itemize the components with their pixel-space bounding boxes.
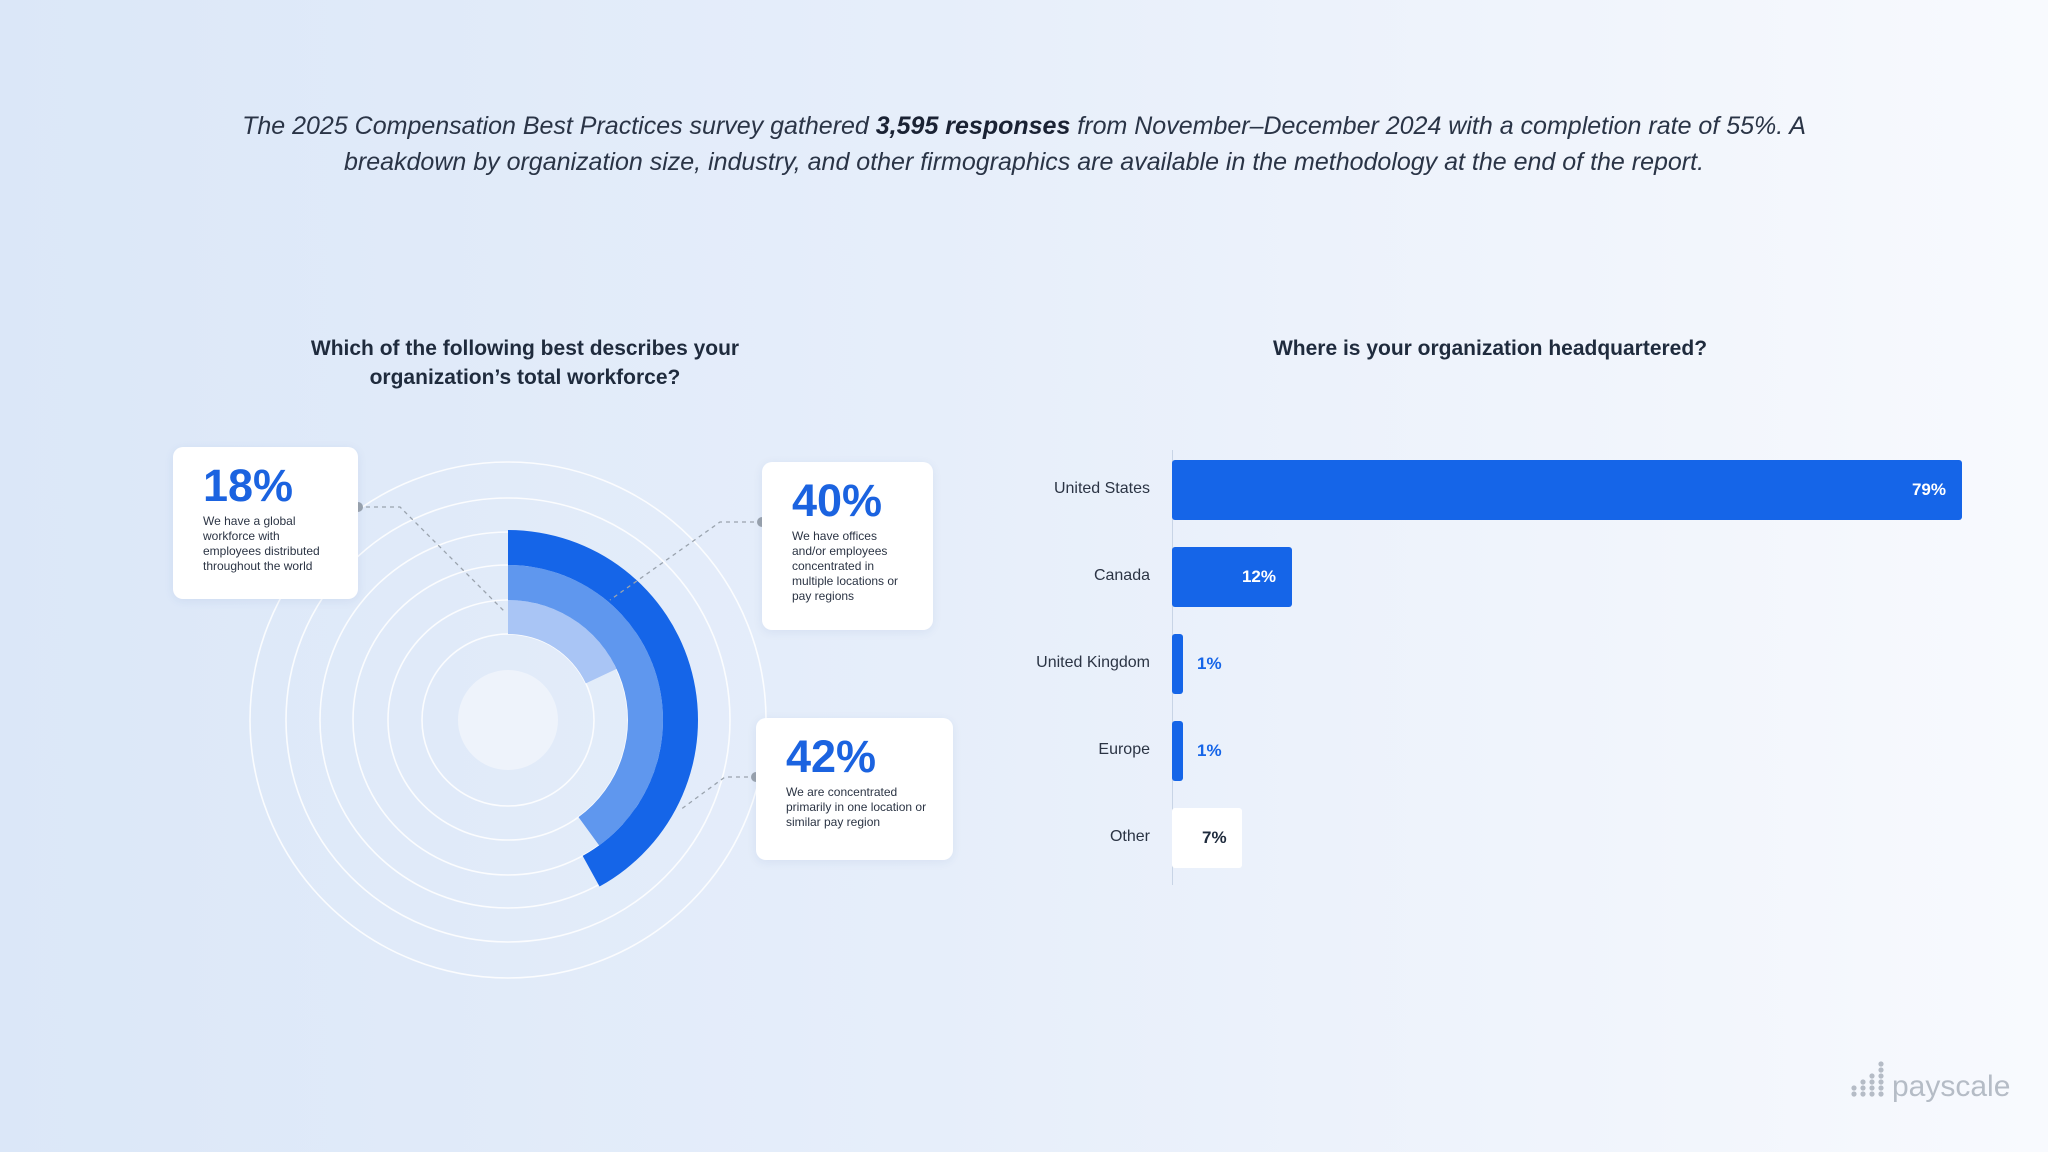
bar-value-label: 1%: [1197, 741, 1222, 760]
callout-multiple-locations: 40% We have offices and/or employees con…: [762, 462, 933, 630]
workforce-question-title: Which of the following best describes yo…: [310, 337, 740, 389]
intro-text-start: The 2025 Compensation Best Practices sur…: [242, 112, 876, 140]
callout-multiple-value: 40%: [792, 475, 883, 526]
center-circle: [458, 670, 558, 770]
bar-category-label: Canada: [1093, 567, 1150, 584]
radial-bar-2: [508, 530, 698, 887]
connector-line-2: [679, 776, 756, 811]
intro-paragraph: The 2025 Compensation Best Practices sur…: [230, 108, 1818, 180]
logo-dot: [1878, 1085, 1884, 1091]
intro-responses-count: 3,595 responses: [875, 112, 1071, 140]
logo-dot: [1869, 1079, 1875, 1085]
callout-global-text: We have a global workforce with employee…: [203, 514, 320, 573]
logo-dot: [1869, 1073, 1875, 1079]
logo-dot: [1878, 1073, 1884, 1079]
bar-category-label: Europe: [1098, 741, 1150, 758]
bar-value-label: 1%: [1197, 654, 1222, 673]
bar-canada: [1172, 547, 1292, 607]
callout-one-location: 42% We are concentrated primarily in one…: [756, 718, 953, 860]
logo-dot: [1851, 1085, 1857, 1091]
bar-other: [1172, 808, 1242, 868]
headquarters-bar-chart: United States 79% Canada 12% United Kingdom 1…: [1000, 430, 2000, 900]
bar-category-label: Other: [1109, 828, 1150, 845]
logo-dot: [1860, 1091, 1866, 1097]
callout-global: 18% We have a global workforce with empl…: [173, 447, 358, 599]
logo-dot: [1860, 1085, 1866, 1091]
payscale-logo-text: payscale: [1892, 1070, 2011, 1103]
bar-value-label: 12%: [1241, 567, 1276, 586]
callout-one-value: 42%: [786, 731, 877, 782]
logo-dot: [1869, 1085, 1875, 1091]
logo-dot: [1860, 1079, 1866, 1085]
background-ring-1: [285, 497, 731, 943]
bar-united-states: [1172, 460, 1962, 520]
logo-dot: [1851, 1091, 1857, 1097]
connector-line-0: [358, 506, 506, 613]
intro-text-end: from November–December 2024 with a compl…: [343, 112, 1806, 176]
connector-line-1: [609, 521, 762, 601]
logo-dot: [1878, 1061, 1884, 1067]
workforce-radial-chart: [249, 461, 767, 979]
bar-europe: [1172, 721, 1183, 781]
payscale-logo-icon: [1851, 1061, 1884, 1097]
bar-value-label: 7%: [1202, 828, 1227, 847]
bar-category-label: United States: [1053, 480, 1150, 497]
bar-united-kingdom: [1172, 634, 1183, 694]
logo-dot: [1878, 1091, 1884, 1097]
logo-dot: [1878, 1067, 1884, 1073]
radial-bar-0: [508, 600, 617, 684]
logo-dot: [1869, 1091, 1875, 1097]
callout-one-text: We are concentrated primarily in one loc…: [786, 785, 927, 829]
callout-global-value: 18%: [203, 460, 294, 511]
bar-category-label: United Kingdom: [1036, 654, 1150, 671]
headquarters-question-title: Where is your organization headquartered…: [1272, 337, 1708, 360]
callout-multiple-text: We have offices and/or employees concent…: [792, 529, 899, 603]
bar-value-label: 79%: [1911, 480, 1946, 499]
radial-bar-1: [508, 565, 663, 846]
logo-dot: [1878, 1079, 1884, 1085]
